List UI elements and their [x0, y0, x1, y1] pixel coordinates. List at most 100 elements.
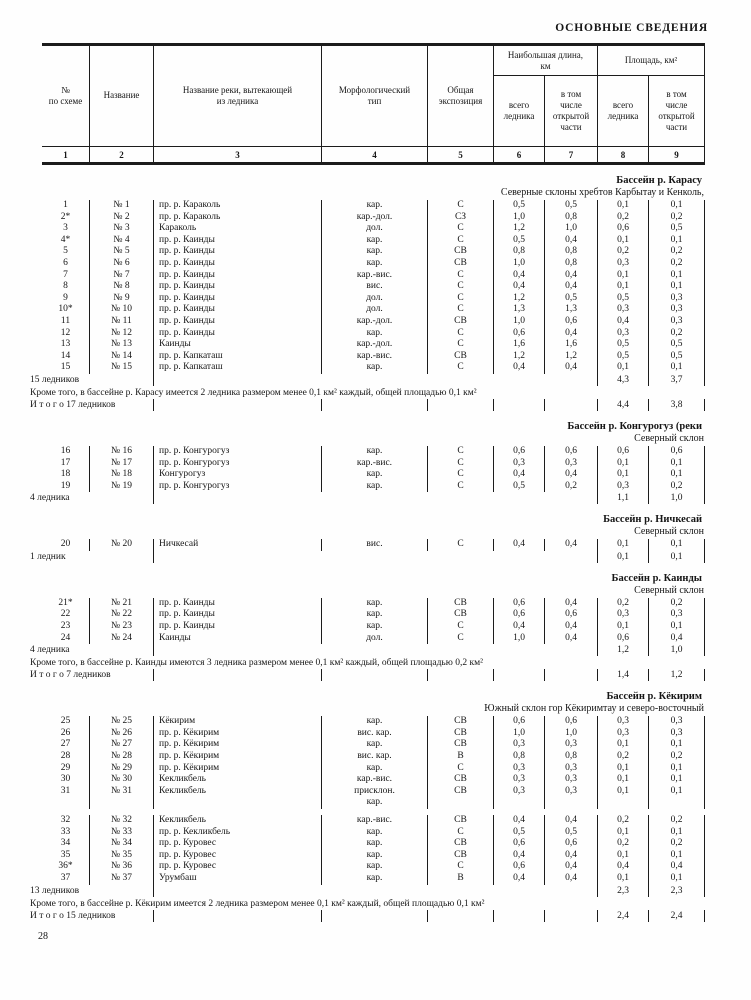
- col-area-total: 0,1: [598, 281, 649, 293]
- col-area-open: 0,1: [649, 621, 705, 633]
- col-glacier-name: № 32: [90, 815, 154, 827]
- col-glacier-name: № 1: [90, 200, 154, 212]
- col-length-open: 0,3: [545, 785, 598, 809]
- col-river-name: пр. р. Каинды: [154, 234, 322, 247]
- col-area-open: 0,1: [649, 362, 705, 374]
- col-length-total: 0,3: [494, 785, 545, 809]
- col-length-total: 0,3: [494, 457, 545, 470]
- col-area-total: 0,2: [598, 211, 649, 224]
- col-scheme-number: 16: [42, 445, 90, 458]
- col-area-open: 0,3: [649, 609, 705, 622]
- summary-filler: [545, 398, 598, 411]
- col-river-name: пр. р. Каинды: [154, 621, 322, 633]
- col-scheme-number: 31: [42, 785, 90, 809]
- table-row: 24 № 24 Каинды дол. С 1,0 0,4 0,6 0,4: [42, 632, 705, 645]
- col-exposition: СВ: [428, 246, 494, 258]
- col-area-open: 0,3: [649, 315, 705, 328]
- page-number: 28: [38, 931, 48, 942]
- col-morph-type: кар.: [322, 246, 428, 258]
- col-length-open: 0,6: [545, 838, 598, 850]
- column-number: 4: [322, 147, 428, 162]
- basin-section: Бассейн р. Каинды Северный склон 21* № 21 пр…: [30, 572, 712, 682]
- table-row: 4* № 4 пр. р. Каинды кар. С 0,5 0,4 0,1 0,1: [42, 234, 705, 247]
- table-row: 6 № 6 пр. р. Каинды кар. СВ 1,0 0,8 0,3 0,2: [42, 257, 705, 270]
- col-area-total: 0,2: [598, 838, 649, 850]
- col-length-open: 0,3: [545, 457, 598, 470]
- table-row: 29 № 29 пр. р. Кёкирим кар. С 0,3 0,3 0,1 0,1: [42, 762, 705, 775]
- table-row: 15 № 15 пр. р. Капкаташ кар. С 0,4 0,4 0,1 0,1: [42, 362, 705, 374]
- section-summary-row: 1 ледник 0,1 0,1: [30, 550, 705, 563]
- col-scheme-number: 15: [42, 362, 90, 374]
- col-area-total: 0,3: [598, 257, 649, 270]
- col-length-total: 0,4: [494, 849, 545, 862]
- col-length-open: 0,4: [545, 234, 598, 247]
- col-length-open: 0,4: [545, 269, 598, 282]
- col-glacier-name: № 10: [90, 304, 154, 316]
- col-exposition: СЗ: [428, 211, 494, 224]
- summary-label: И т о г о 17 ледников: [30, 398, 154, 411]
- page-content: ОСНОВНЫЕ СВЕДЕНИЯ № по схеме Название На…: [30, 0, 712, 922]
- header-group-length: Наибольшая длина, км: [494, 46, 598, 76]
- col-morph-type: дол.: [322, 292, 428, 305]
- col-area-total: 0,4: [598, 315, 649, 328]
- col-scheme-number: 18: [42, 469, 90, 481]
- col-area-total: 0,2: [598, 815, 649, 827]
- col-morph-type: кар.-вис.: [322, 815, 428, 827]
- table-row: 27 № 27 пр. р. Кёкирим кар. СВ 0,3 0,3 0,1 0,1: [42, 739, 705, 752]
- col-morph-type: кар.-вис.: [322, 774, 428, 786]
- col-exposition: СВ: [428, 739, 494, 752]
- glacier-rows: 21* № 21 пр. р. Каинды кар. СВ 0,6 0,4 0,2 0,2 22…: [42, 597, 705, 645]
- basin-subtitle: Северный склон: [634, 584, 704, 596]
- col-river-name: пр. р. Каинды: [154, 597, 322, 610]
- col-river-name: пр. р. Каинды: [154, 246, 322, 258]
- col-scheme-number: 17: [42, 457, 90, 470]
- col-morph-type: кар.: [322, 861, 428, 873]
- header-area-total: всего ледника: [598, 76, 649, 146]
- col-exposition: С: [428, 539, 494, 551]
- col-river-name: Караколь: [154, 223, 322, 235]
- col-scheme-number: 6: [42, 257, 90, 270]
- col-glacier-name: № 5: [90, 246, 154, 258]
- header-scheme-number: № по схеме: [42, 46, 90, 146]
- col-area-open: 0,2: [649, 597, 705, 610]
- table-row: 12 № 12 пр. р. Каинды кар. С 0,6 0,4 0,3 0,2: [42, 327, 705, 340]
- header-length-total: всего ледника: [494, 76, 545, 146]
- basin-section: Бассейн р. Кёкирим Южный склон гор Кёкири…: [30, 691, 712, 922]
- col-morph-type: кар.: [322, 838, 428, 850]
- summary-area-open: 0,1: [649, 550, 705, 563]
- summary-filler: [154, 644, 598, 657]
- col-area-total: 0,6: [598, 223, 649, 235]
- col-exposition: СВ: [428, 716, 494, 728]
- summary-filler: [154, 398, 322, 411]
- col-scheme-number: 3: [42, 223, 90, 235]
- table-row: 16 № 16 пр. р. Конгурогуз кар. С 0,6 0,6 0,6 0,6: [42, 445, 705, 458]
- header-grid: № по схеме Название Название реки, вытек…: [42, 43, 705, 146]
- col-scheme-number: 12: [42, 327, 90, 340]
- col-exposition: С: [428, 480, 494, 493]
- table-row: 36* № 36 пр. р. Куровес кар. С 0,6 0,4 0,4 0,4: [42, 861, 705, 873]
- col-exposition: СВ: [428, 774, 494, 786]
- col-length-open: 1,3: [545, 304, 598, 316]
- header-area-open: в том числе открытой части: [649, 76, 705, 146]
- col-river-name: Конгурогуз: [154, 469, 322, 481]
- header-length-open: в том числе открытой части: [545, 76, 598, 146]
- col-morph-type: дол.: [322, 223, 428, 235]
- col-length-total: 0,6: [494, 609, 545, 622]
- col-area-open: 0,1: [649, 849, 705, 862]
- page-title: ОСНОВНЫЕ СВЕДЕНИЯ: [555, 22, 708, 34]
- col-length-open: 0,3: [545, 739, 598, 752]
- col-area-total: 0,1: [598, 269, 649, 282]
- col-length-open: 0,4: [545, 849, 598, 862]
- col-area-total: 0,1: [598, 826, 649, 839]
- col-scheme-number: 4*: [42, 234, 90, 247]
- basin-title: Бассейн р. Каинды: [611, 572, 702, 584]
- col-length-total: 0,4: [494, 362, 545, 374]
- col-length-open: 0,6: [545, 609, 598, 622]
- header-exposition: Общая экспозиция: [428, 46, 494, 146]
- summary-filler: [494, 669, 545, 682]
- basin-section: Бассейн р. Конгурогуз (реки Северный скло…: [30, 421, 712, 505]
- col-glacier-name: № 7: [90, 269, 154, 282]
- col-scheme-number: 33: [42, 826, 90, 839]
- section-summary-row: 4 ледника 1,2 1,0: [30, 644, 705, 657]
- glacier-table-header: № по схеме Название Название реки, вытек…: [42, 43, 705, 165]
